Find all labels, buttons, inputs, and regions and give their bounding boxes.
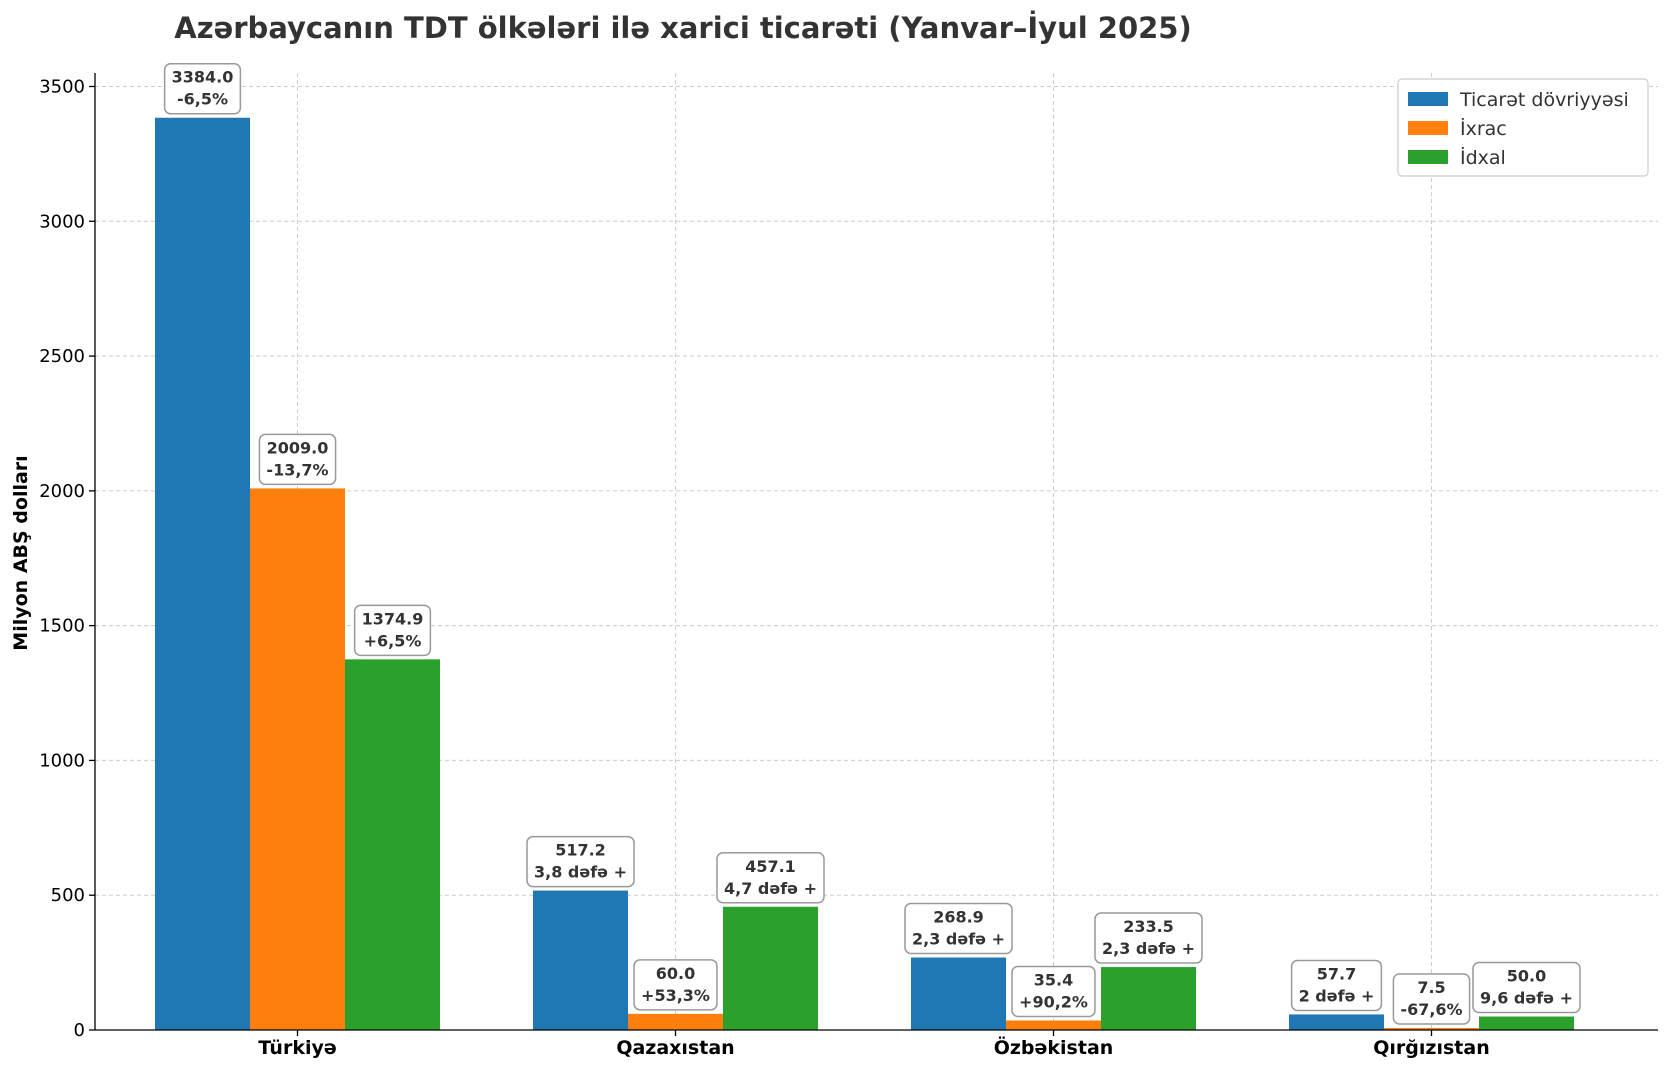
data-label-change: -6,5% [177, 90, 228, 109]
data-label: 35.4 +90,2% [1011, 965, 1096, 1018]
data-label-change: +90,2% [1019, 992, 1088, 1011]
legend-frame [1397, 78, 1649, 177]
data-label-value: 7.5 [1417, 978, 1445, 997]
bar [250, 488, 345, 1030]
data-label-change: 3,8 dəfə + [534, 863, 627, 882]
data-label-value: 35.4 [1034, 970, 1073, 989]
x-tick-label: Qazaxıstan [616, 1037, 734, 1059]
data-label-box [716, 852, 825, 904]
x-tick-label: Özbəkistan [994, 1035, 1114, 1059]
y-tick-label: 3500 [39, 76, 85, 97]
data-label-value: 60.0 [656, 964, 695, 983]
y-axis-label: Milyon ABŞ dolları [10, 455, 32, 650]
data-label-box [1392, 973, 1471, 1025]
data-label-box [1094, 912, 1203, 964]
data-label-box [904, 902, 1013, 955]
x-tick-label: Qırğızıstan [1373, 1037, 1489, 1059]
data-label-value: 268.9 [933, 908, 984, 927]
data-label-change: 2 dəfə + [1299, 986, 1375, 1005]
bar [1101, 967, 1196, 1030]
data-label-box [258, 433, 337, 486]
y-tick-label: 0 [74, 1020, 85, 1041]
legend-label: İdxal [1460, 146, 1506, 169]
data-label-box [353, 604, 432, 657]
y-tick-label: 2500 [39, 346, 85, 367]
data-label: 517.2 3,8 dəfə + [526, 835, 635, 888]
data-label-change: 2,3 dəfə + [912, 930, 1005, 949]
data-label: 3384.0 -6,5% [163, 62, 242, 115]
data-label-value: 457.1 [745, 857, 796, 876]
data-label-value: 50.0 [1507, 967, 1546, 986]
bar [723, 906, 818, 1030]
legend-label: Ticarət dövriyyəsi [1459, 89, 1629, 111]
legend-swatch [1408, 150, 1448, 164]
bar [345, 659, 440, 1030]
data-label: 7.5 -67,6% [1392, 973, 1471, 1025]
data-label-box [1472, 961, 1581, 1014]
data-label: 60.0 +53,3% [633, 959, 718, 1011]
data-label-change: 4,7 dəfə + [724, 879, 817, 898]
data-label-change: 2,3 dəfə + [1102, 939, 1195, 958]
data-label: 233.5 2,3 dəfə + [1094, 912, 1203, 964]
data-label-change: -13,7% [266, 460, 328, 479]
chart-title: Azərbaycanın TDT ölkələri ilə xarici tic… [174, 11, 1191, 45]
data-label-value: 1374.9 [362, 609, 424, 628]
bar [155, 117, 250, 1030]
data-label: 2009.0 -13,7% [258, 433, 337, 486]
data-label-change: -67,6% [1400, 1000, 1462, 1019]
data-label: 268.9 2,3 dəfə + [904, 902, 1013, 955]
data-label-value: 517.2 [555, 841, 606, 860]
data-label-change: +53,3% [641, 986, 710, 1005]
data-label-change: +6,5% [364, 631, 422, 650]
data-label-box [163, 62, 242, 115]
bar [628, 1013, 723, 1030]
data-label-box [526, 835, 635, 888]
bar [1479, 1016, 1574, 1030]
data-label: 57.7 2 dəfə + [1290, 959, 1383, 1012]
data-label-change: 9,6 dəfə + [1480, 989, 1573, 1008]
y-tick-label: 3000 [39, 211, 85, 232]
bar [1384, 1027, 1479, 1030]
data-label: 457.1 4,7 dəfə + [716, 852, 825, 904]
data-label-box [1011, 965, 1096, 1018]
data-label-value: 2009.0 [267, 438, 329, 457]
data-label-value: 57.7 [1317, 964, 1356, 983]
legend-swatch [1408, 92, 1448, 106]
axes-layer: 0 500 1000 1500 2000 2500 3000 3500 Türkiyə Qazax… [39, 73, 1658, 1059]
bar [1006, 1020, 1101, 1030]
data-label-value: 3384.0 [172, 68, 234, 87]
bar [1289, 1014, 1384, 1030]
bars-layer [155, 117, 1574, 1030]
y-tick-label: 1500 [39, 616, 85, 637]
data-labels-layer: 3384.0 -6,5% 517.2 3,8 dəfə + 268.9 2,3 dəfə … [163, 62, 1581, 1025]
legend-label: İxrac [1460, 117, 1507, 140]
data-label-box [633, 959, 718, 1011]
bar [533, 890, 628, 1030]
y-tick-label: 2000 [39, 481, 85, 502]
bar [911, 957, 1006, 1030]
data-label: 1374.9 +6,5% [353, 604, 432, 657]
legend-swatch [1408, 121, 1448, 135]
data-label: 50.0 9,6 dəfə + [1472, 961, 1581, 1014]
x-tick-label: Türkiyə [258, 1037, 336, 1059]
legend: Ticarət dövriyyəsi İxrac İdxal [1397, 78, 1649, 177]
data-label-value: 233.5 [1123, 917, 1174, 936]
data-label-box [1290, 959, 1383, 1012]
y-tick-label: 1000 [39, 750, 85, 771]
y-tick-label: 500 [51, 885, 85, 906]
